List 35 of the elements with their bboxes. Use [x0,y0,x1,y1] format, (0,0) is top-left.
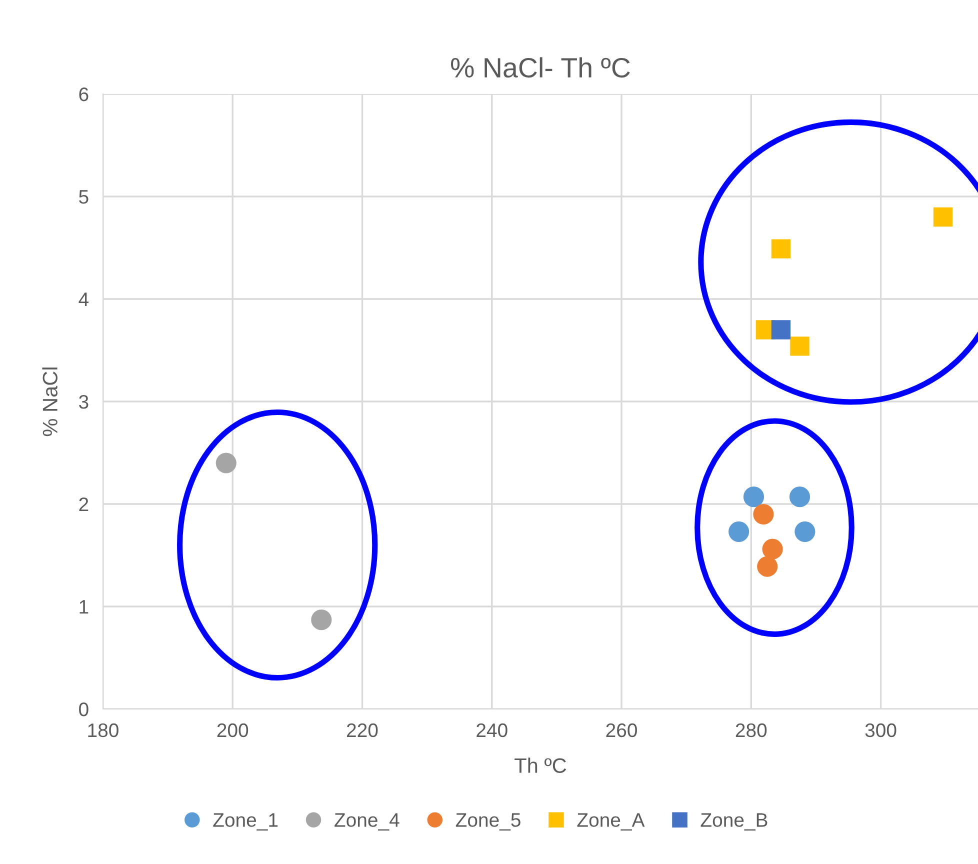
x-tick-label: 200 [217,723,248,738]
legend-label: Zone_A [577,813,645,831]
x-tick-label: 220 [347,723,378,738]
point [728,521,750,542]
point [771,239,791,258]
chart-title: % NaCl- Th ºC [450,57,630,78]
point [771,320,791,340]
y-tick-label: 6 [79,87,88,102]
point [794,521,816,542]
point [757,556,778,577]
point [743,486,764,508]
y-tick-label: 2 [79,497,88,512]
legend-label: Zone_1 [213,813,278,831]
legend-label: Zone_B [700,813,768,831]
point [216,452,236,474]
point [762,538,783,560]
x-tick-label: 280 [736,723,767,738]
point [789,486,810,508]
x-tick-label: 240 [476,723,508,738]
y-tick-label: 3 [79,394,88,409]
point [311,610,332,630]
x-tick-label: 260 [606,723,637,738]
y-axis-title: % NaCl [42,368,58,436]
y-tick-label: 1 [80,600,88,614]
x-axis-title: Th ºC [514,758,566,773]
y-tick-label: 0 [79,702,88,716]
x-tick-label: 180 [88,723,118,738]
point [933,207,953,227]
y-tick-label: 5 [79,190,88,204]
point [790,336,810,356]
point [753,504,774,525]
y-tick-label: 4 [78,292,89,306]
x-tick-label: 300 [865,723,896,738]
legend-label: Zone_4 [334,813,400,831]
legend-label: Zone_5 [456,813,520,831]
